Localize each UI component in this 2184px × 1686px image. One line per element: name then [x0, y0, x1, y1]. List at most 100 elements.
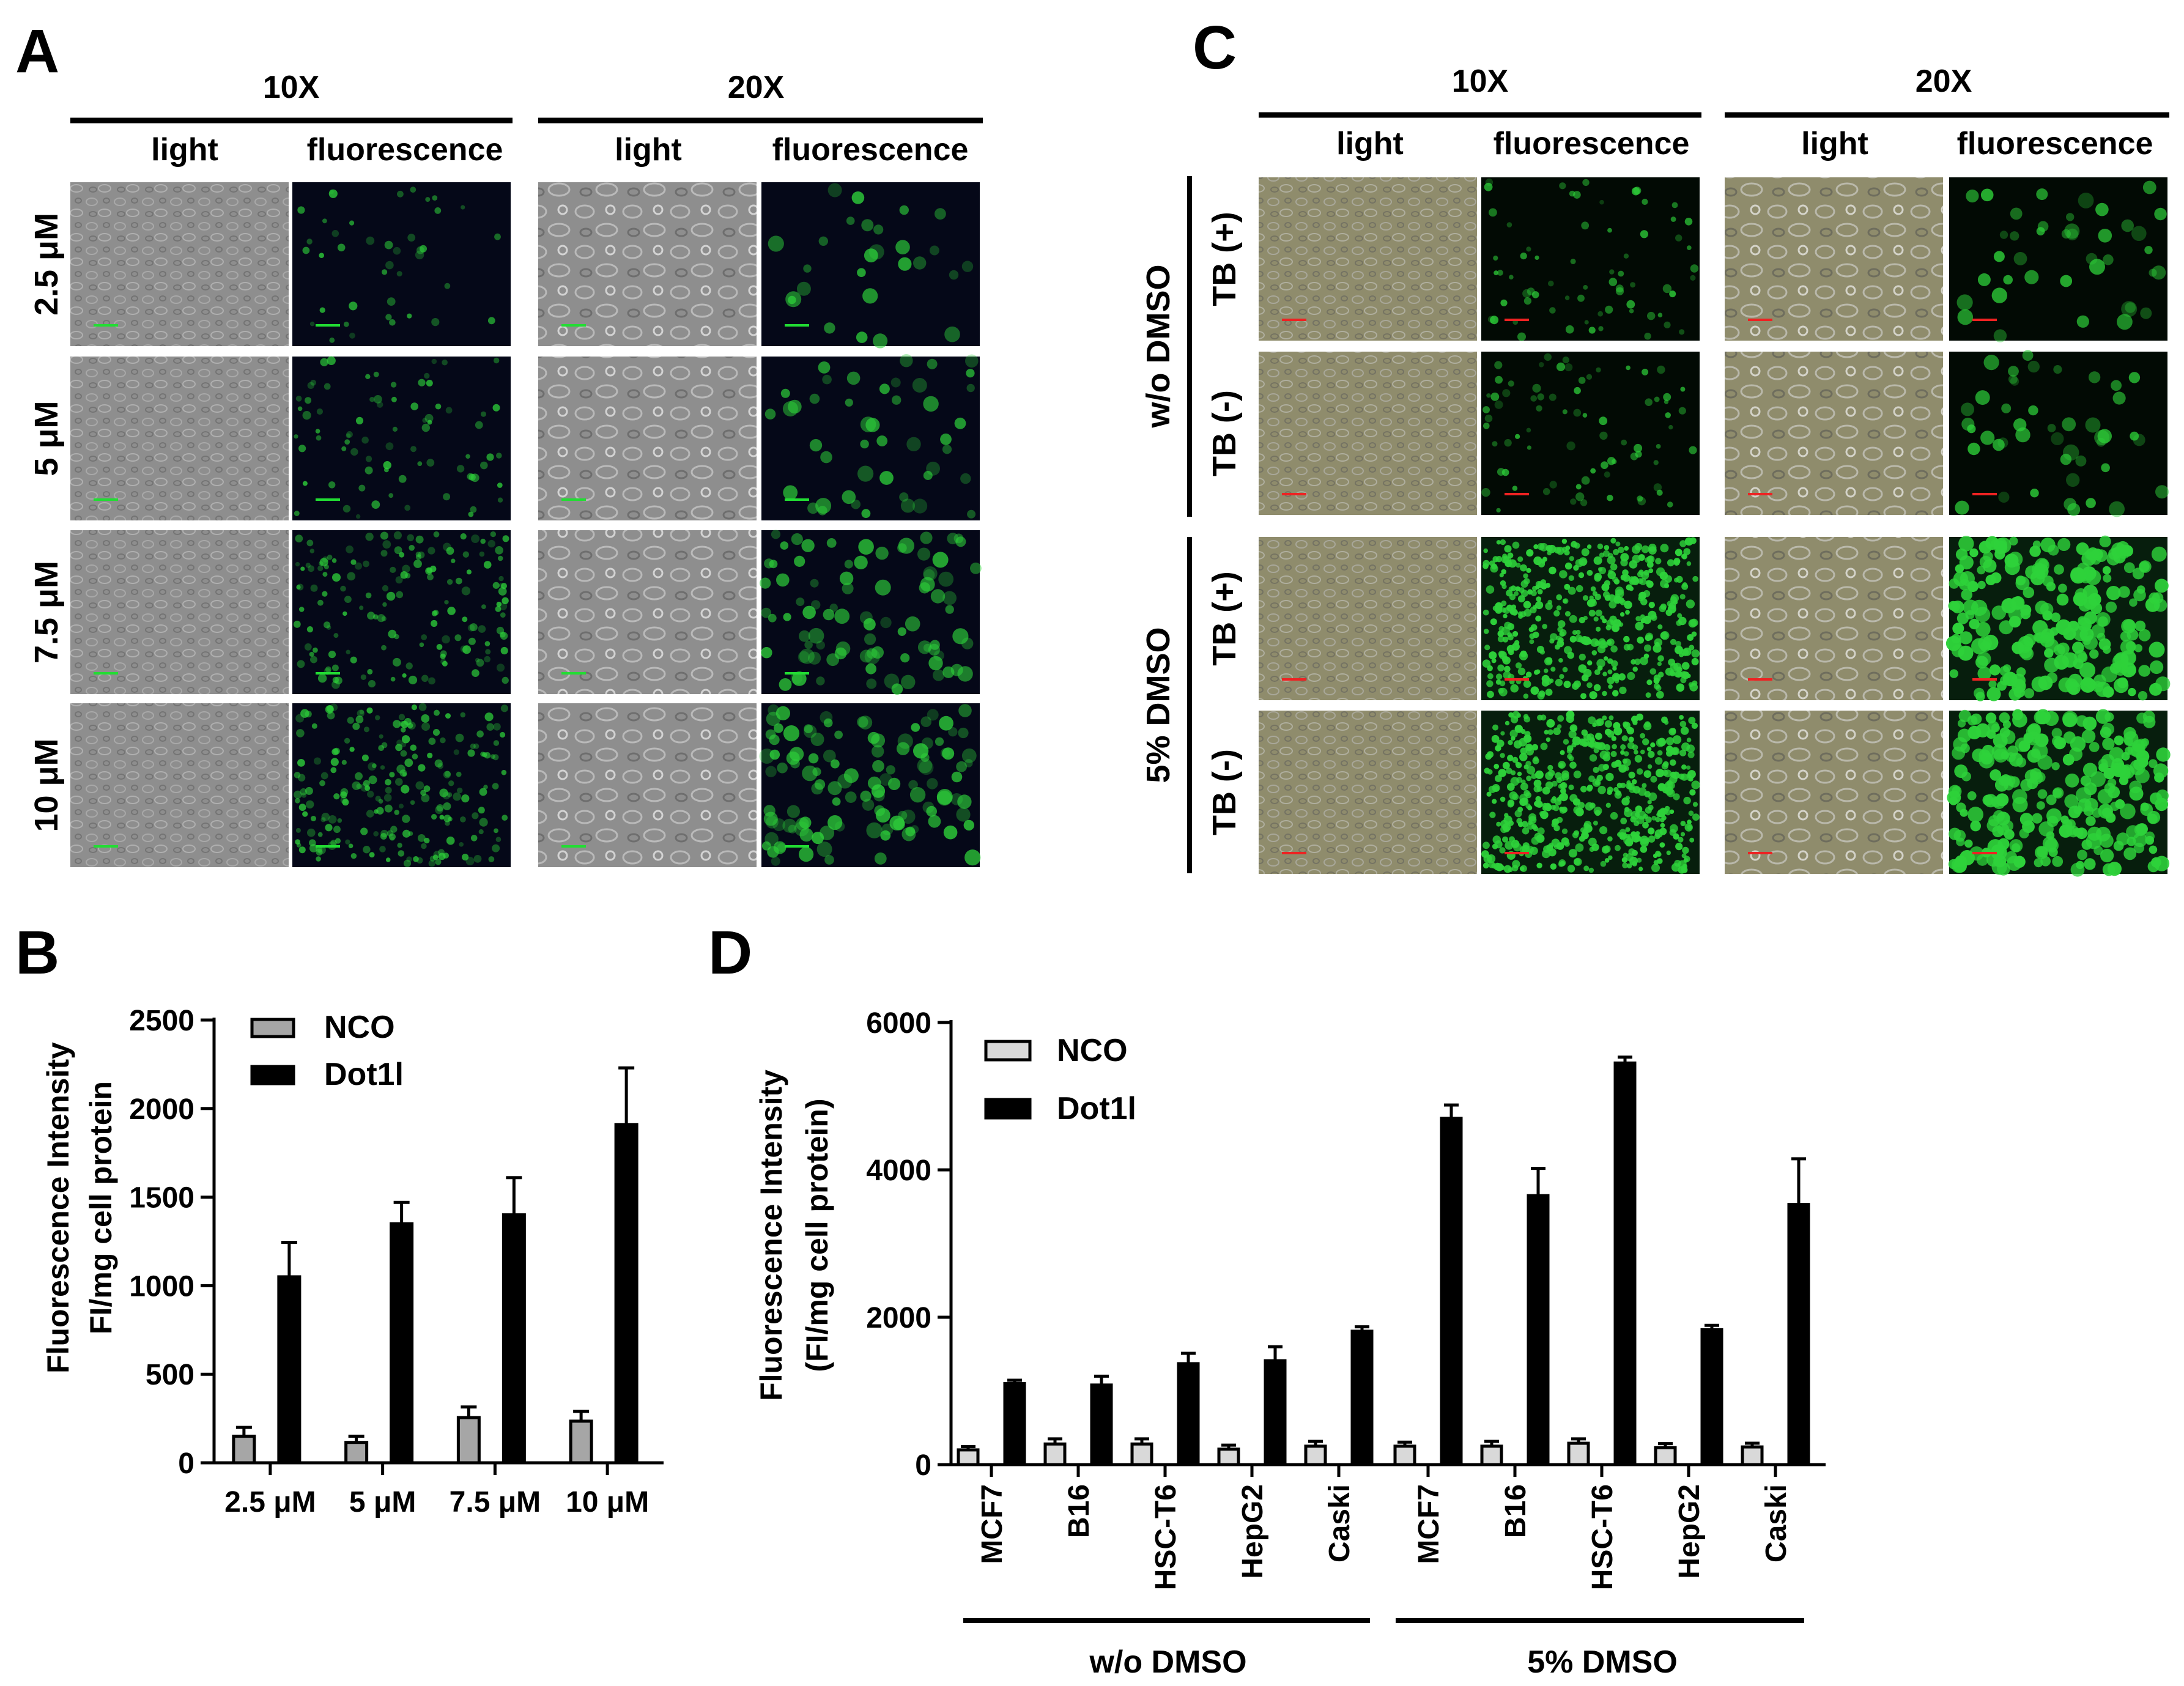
micrograph-panel-a	[292, 356, 511, 520]
fluorescent-cell	[1577, 294, 1585, 302]
fluorescent-cell	[1964, 839, 1973, 848]
fluorescent-cell	[1640, 230, 1648, 238]
fluorescent-cell	[863, 618, 876, 630]
fluorescent-cell	[438, 852, 446, 860]
fluorescent-cell	[1672, 735, 1682, 744]
fluorescent-cell	[886, 765, 895, 775]
micrograph-panel-a	[760, 530, 982, 695]
fluorescent-cell	[816, 640, 825, 650]
fluorescent-cell	[960, 473, 971, 484]
fluorescent-cell	[500, 704, 509, 712]
fluorescent-cell	[2133, 843, 2144, 854]
fluorescent-cell	[1574, 386, 1581, 394]
fluorescent-cell	[1525, 671, 1532, 678]
fluorescent-cell	[348, 843, 354, 849]
fluorescent-cell	[2100, 727, 2112, 739]
fluorescent-cell	[402, 564, 410, 573]
fluorescent-cell	[1523, 601, 1531, 609]
fluorescent-cell	[1643, 722, 1652, 731]
fluorescent-cell	[1951, 644, 1965, 657]
fluorescent-cell	[307, 382, 314, 389]
micrograph-panel-c	[1259, 537, 1477, 700]
fluorescent-cell	[827, 781, 842, 796]
fluorescent-cell	[1526, 427, 1531, 433]
fluorescent-cell	[444, 283, 451, 289]
fluorescent-cell	[1980, 752, 1993, 765]
fluorescent-cell	[1969, 548, 1979, 558]
fluorescent-cell	[1530, 686, 1539, 695]
fluorescent-cell	[1643, 569, 1649, 576]
fluorescent-cell	[1557, 640, 1564, 648]
fluorescent-cell	[936, 789, 953, 805]
fluorescent-cell	[843, 768, 859, 783]
fluorescent-cell	[1993, 810, 2005, 822]
fluorescent-cell	[1578, 377, 1586, 384]
fluorescent-cell	[834, 730, 843, 739]
fluorescent-cell	[783, 613, 791, 621]
fluorescent-cell	[385, 857, 391, 862]
fluorescent-cell	[425, 197, 431, 202]
fluorescent-cell	[396, 591, 404, 599]
fluorescent-cell	[908, 780, 918, 790]
fluorescent-cell	[1657, 655, 1664, 662]
fluorescent-cell	[866, 648, 878, 659]
fluorescent-cell	[486, 723, 494, 731]
fluorescent-cell	[462, 645, 472, 654]
fluorescent-cell	[856, 331, 868, 343]
fluorescent-cell	[824, 322, 835, 334]
fluorescent-cell	[1500, 826, 1508, 834]
fluorescent-cell	[945, 605, 954, 614]
micrograph-background	[292, 357, 511, 520]
fluorescent-cell	[1508, 820, 1514, 826]
fluorescent-cell	[446, 836, 455, 845]
fluorescent-cell	[767, 846, 779, 858]
fluorescent-cell	[355, 772, 363, 780]
fluorescent-cell	[342, 611, 347, 616]
fluorescent-cell	[1670, 216, 1676, 222]
fluorescent-cell	[1575, 843, 1584, 852]
fluorescent-cell	[432, 195, 438, 201]
fluorescent-cell	[1660, 807, 1666, 814]
fluorescent-cell	[365, 785, 371, 791]
bar	[1440, 1117, 1463, 1466]
fluorescent-cell	[1691, 657, 1699, 665]
fluorescent-cell	[1673, 793, 1680, 800]
panel-d-letter: D	[708, 919, 752, 987]
fluorescent-cell	[1675, 234, 1682, 242]
fluorescent-cell	[470, 835, 478, 841]
fluorescent-cell	[1542, 488, 1550, 495]
fluorescent-cell	[1595, 609, 1602, 617]
fluorescent-cell	[1610, 645, 1618, 653]
fluorescent-cell	[1500, 796, 1506, 802]
bar	[569, 1419, 593, 1465]
micrograph-panel-c	[1481, 352, 1700, 515]
fluorescent-cell	[2103, 574, 2112, 583]
fluorescent-cell	[1564, 295, 1570, 300]
fluorescent-cell	[313, 647, 318, 653]
fluorescent-cell	[1644, 644, 1651, 652]
fluorescent-cell	[1542, 624, 1547, 629]
fluorescent-cell	[2126, 825, 2140, 839]
fluorescent-cell	[826, 653, 840, 667]
fluorescent-cell	[1550, 633, 1558, 641]
bar	[957, 1448, 980, 1466]
panel-c-mag-10x: 10X	[1452, 64, 1509, 99]
fluorescent-cell	[905, 826, 916, 837]
panel-c-group-label-2: 5% DMSO	[1140, 627, 1177, 783]
fluorescent-cell	[358, 484, 366, 492]
fluorescent-cell	[2051, 612, 2061, 623]
fluorescent-cell	[1517, 611, 1523, 616]
fluorescent-cell	[390, 566, 396, 574]
fluorescent-cell	[1598, 326, 1604, 331]
fluorescent-cell	[2082, 585, 2098, 600]
fluorescent-cell	[961, 261, 974, 272]
fluorescent-cell	[329, 189, 334, 194]
x-tick-label: HepG2	[1673, 1484, 1706, 1579]
fluorescent-cell	[331, 230, 339, 237]
fluorescent-cell	[443, 542, 451, 552]
fluorescent-cell	[1509, 730, 1518, 738]
fluorescent-cell	[382, 269, 388, 275]
fluorescent-cell	[297, 660, 305, 668]
fluorescent-cell	[308, 565, 314, 572]
fluorescent-cell	[1622, 569, 1629, 576]
